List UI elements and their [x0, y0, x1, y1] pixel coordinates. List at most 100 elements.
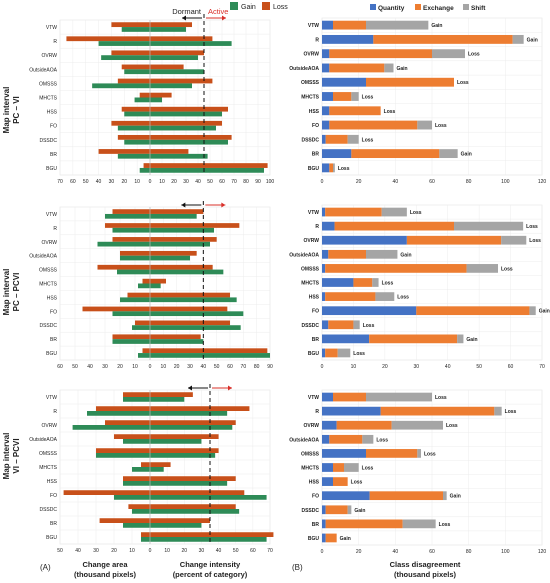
a-left-title-line2: (thousand pixels) — [74, 570, 137, 579]
stack-quantity-bar — [322, 519, 326, 529]
bar-end-label: Loss — [424, 451, 436, 457]
category-label: BR — [50, 337, 57, 343]
intensity-gain-bar — [150, 213, 197, 219]
stack-shift-bar — [366, 392, 432, 402]
category-label: VTW — [308, 23, 319, 29]
panel-b-tag: (B) — [292, 563, 303, 572]
area-gain-bar — [120, 297, 150, 303]
category-label: OMSSS — [39, 451, 58, 457]
category-label: OMSSS — [301, 266, 320, 272]
tick-label: 10 — [164, 548, 170, 554]
area-gain-bar — [117, 153, 150, 159]
tick-label: 70 — [267, 548, 273, 554]
row-label-line2: VI – PCVI — [12, 438, 21, 473]
stack-shift-bar — [432, 49, 465, 59]
bar-end-label: Loss — [376, 437, 388, 443]
intensity-loss-bar — [150, 292, 230, 298]
bar-end-label: Loss — [501, 266, 513, 272]
category-label: BGU — [308, 166, 320, 172]
area-loss-bar — [142, 278, 150, 284]
intensity-gain-bar — [150, 467, 164, 472]
legend-quantity-swatch — [370, 4, 376, 10]
stack-exchange-bar — [329, 106, 381, 116]
category-label: R — [53, 409, 57, 415]
category-label: BR — [50, 152, 57, 158]
area-loss-bar — [114, 434, 150, 439]
category-label: DSSDC — [301, 137, 319, 143]
category-label: OutsideAOA — [29, 67, 57, 73]
stack-quantity-bar — [322, 163, 330, 173]
bar-end-label: Gain — [450, 494, 461, 500]
stack-exchange-bar — [329, 49, 432, 59]
intensity-gain-bar — [150, 425, 233, 430]
intensity-gain-bar — [150, 523, 202, 528]
area-loss-bar — [123, 392, 150, 397]
tick-label: 20 — [356, 549, 362, 555]
area-loss-bar — [121, 106, 150, 112]
stack-quantity-bar — [322, 348, 326, 358]
area-loss-bar — [97, 264, 150, 270]
category-label: VTW — [308, 210, 319, 216]
row-label-line1: Map interval — [2, 433, 11, 480]
area-gain-bar — [98, 41, 150, 46]
intensity-loss-bar — [150, 504, 236, 509]
intensity-gain-bar — [150, 311, 244, 317]
legend-shift-label: Shift — [471, 5, 486, 12]
category-label: FO — [50, 309, 57, 315]
area-loss-bar — [105, 420, 150, 425]
stack-quantity-bar — [322, 20, 333, 30]
intensity-gain-bar — [150, 269, 224, 275]
tick-label: 40 — [195, 179, 201, 185]
category-label: OVRW — [42, 53, 58, 59]
area-gain-bar — [105, 213, 150, 219]
legend-gain-swatch — [230, 2, 238, 10]
intensity-loss-bar — [150, 518, 210, 523]
tick-label: 80 — [466, 549, 472, 555]
category-label: OutsideAOA — [289, 437, 319, 443]
intensity-gain-bar — [150, 509, 240, 514]
bar-end-label: Loss — [384, 109, 396, 115]
area-loss-bar — [141, 462, 150, 467]
stack-quantity-bar — [322, 533, 326, 543]
category-label: OMSSS — [301, 80, 320, 86]
stack-quantity-bar — [322, 221, 335, 231]
stack-exchange-bar — [351, 149, 440, 159]
tick-label: 0 — [149, 179, 152, 185]
row-label-line1: Map interval — [2, 269, 11, 316]
tick-label: 10 — [129, 548, 135, 554]
stack-shift-bar — [454, 221, 524, 231]
category-label: MHCTS — [39, 96, 57, 102]
area-loss-bar — [141, 532, 150, 537]
area-loss-bar — [112, 209, 150, 214]
bar-end-label: Loss — [362, 95, 374, 101]
bar-end-label: Loss — [362, 466, 374, 472]
area-gain-bar — [132, 325, 150, 330]
intensity-gain-bar — [150, 41, 232, 46]
bar-end-label: Loss — [363, 323, 375, 329]
stack-shift-bar — [529, 306, 536, 316]
intensity-loss-bar — [150, 532, 274, 537]
legend-exchange-swatch — [415, 4, 421, 10]
area-gain-bar — [139, 167, 150, 173]
tick-label: 120 — [538, 179, 547, 185]
stack-quantity-bar — [322, 134, 326, 144]
stack-exchange-bar — [325, 348, 338, 358]
stack-exchange-bar — [366, 77, 454, 87]
stack-shift-bar — [347, 505, 352, 515]
panel-a-tag: (A) — [40, 563, 51, 572]
bar-end-label: Gain — [461, 152, 472, 158]
tick-label: 60 — [57, 364, 63, 370]
category-label: R — [53, 39, 57, 45]
category-label: FO — [50, 124, 57, 130]
stack-shift-bar — [344, 463, 359, 472]
bar-end-label: Gain — [340, 536, 351, 542]
stack-quantity-bar — [322, 120, 330, 130]
intensity-gain-bar — [150, 241, 210, 247]
tick-label: 20 — [382, 364, 388, 370]
tick-label: 20 — [111, 548, 117, 554]
area-gain-bar — [134, 97, 150, 103]
stack-exchange-bar — [406, 235, 502, 245]
stack-quantity-bar — [322, 477, 333, 486]
intensity-gain-bar — [150, 353, 270, 358]
